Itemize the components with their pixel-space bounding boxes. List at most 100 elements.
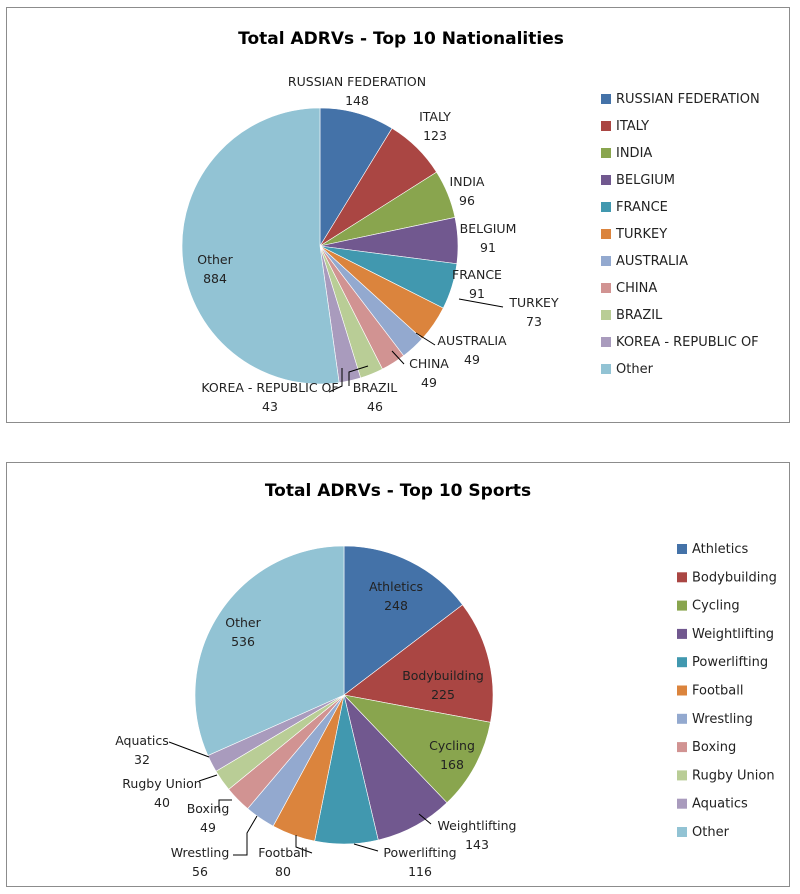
leader-lines <box>328 298 504 393</box>
data-label-india: INDIA 96 <box>450 174 485 208</box>
legend-item-other: Other <box>601 362 654 377</box>
data-label-korea-republic-of: KOREA - REPUBLIC OF 43 <box>201 380 338 414</box>
chart-title: Total ADRVs - Top 10 Sports <box>265 481 531 501</box>
legend-swatch <box>601 148 611 158</box>
legend-label: Powerlifting <box>692 655 768 670</box>
data-label-powerlifting: Powerlifting 116 <box>383 845 456 879</box>
legend-label: Wrestling <box>692 712 753 727</box>
legend-swatch <box>601 364 611 374</box>
legend-label: Other <box>692 825 730 840</box>
sports-chart-panel: Total ADRVs - Top 10 Sports Athletics 248… <box>6 462 790 887</box>
legend-label: ITALY <box>616 119 649 134</box>
legend-swatch <box>677 770 687 781</box>
data-label-italy: ITALY 123 <box>419 109 451 143</box>
legend-swatch <box>677 628 687 639</box>
legend-swatch <box>601 175 611 185</box>
legend-item-weightlifting: Weightlifting <box>677 627 774 642</box>
data-label-cycling: Cycling 168 <box>429 738 475 772</box>
leader-line-powerlifting <box>353 843 379 852</box>
legend-swatch <box>677 600 687 611</box>
data-label-rugby-union: Rugby Union 40 <box>122 776 201 810</box>
slice-bodybuilding <box>343 604 494 723</box>
legend-item-aquatics: Aquatics <box>677 797 748 812</box>
legend-item-france: FRANCE <box>601 200 668 215</box>
legend: Athletics Bodybuilding Cycling Weightliftin… <box>677 542 777 840</box>
legend-swatch <box>677 685 687 696</box>
legend-swatch <box>601 121 611 131</box>
pie-slices <box>194 545 494 845</box>
legend-item-athletics: Athletics <box>677 542 748 557</box>
slice-athletics <box>343 545 464 696</box>
slice-cycling <box>343 694 491 804</box>
legend-label: Bodybuilding <box>692 570 777 585</box>
pie-slices <box>181 107 459 385</box>
leader-line-turkey <box>458 298 504 308</box>
legend-swatch <box>601 256 611 266</box>
legend-label: BELGIUM <box>616 173 675 188</box>
legend-swatch <box>677 572 687 583</box>
legend-label: FRANCE <box>616 200 668 215</box>
leader-line-korea-republic-of <box>328 368 343 393</box>
legend-swatch <box>677 742 687 753</box>
legend-item-korea-republic-of: KOREA - REPUBLIC OF <box>601 335 759 350</box>
data-label-russian-federation: RUSSIAN FEDERATION 148 <box>288 74 426 108</box>
data-label-football: Football 80 <box>258 845 307 879</box>
legend-item-brazil: BRAZIL <box>601 308 663 323</box>
legend-swatch <box>601 202 611 212</box>
legend-swatch <box>601 337 611 347</box>
leader-line-football <box>295 835 313 854</box>
leader-line-australia <box>415 332 436 346</box>
legend-item-bodybuilding: Bodybuilding <box>677 570 777 585</box>
legend-label: Rugby Union <box>692 768 775 783</box>
legend-item-boxing: Boxing <box>677 740 736 755</box>
legend-item-other: Other <box>677 825 730 840</box>
leader-line-brazil <box>348 365 369 386</box>
leader-lines <box>168 741 432 856</box>
nationalities-chart-panel: Total ADRVs - Top 10 Nationalities RUSSI… <box>6 7 790 423</box>
data-label-wrestling: Wrestling 56 <box>171 845 230 879</box>
legend-item-turkey: TURKEY <box>601 227 667 242</box>
legend-item-india: INDIA <box>601 146 652 161</box>
data-label-weightlifting: Weightlifting 143 <box>438 818 517 852</box>
leader-line-boxing <box>218 799 232 811</box>
legend: RUSSIAN FEDERATION ITALY INDIA BELGIUM FRANC… <box>601 92 760 377</box>
legend-swatch <box>677 827 687 837</box>
data-label-aquatics: Aquatics 32 <box>115 733 169 767</box>
data-label-turkey: TURKEY 73 <box>508 295 559 329</box>
legend-label: RUSSIAN FEDERATION <box>616 92 760 107</box>
data-label-other: Other 884 <box>197 252 233 286</box>
legend-label: Aquatics <box>692 797 748 812</box>
leader-line-rugby-union <box>198 774 218 782</box>
data-label-boxing: Boxing 49 <box>187 801 230 835</box>
slice-other <box>194 545 345 756</box>
slice-other <box>181 107 340 385</box>
legend-item-italy: ITALY <box>601 119 649 134</box>
legend-swatch <box>677 544 687 554</box>
data-label-athletics: Athletics 248 <box>369 579 423 613</box>
legend-label: Cycling <box>692 599 740 614</box>
legend-item-football: Football <box>677 684 743 699</box>
legend-label: TURKEY <box>615 227 667 242</box>
leader-line-aquatics <box>168 741 210 758</box>
legend-swatch <box>677 713 687 724</box>
data-label-france: FRANCE 91 <box>452 267 502 301</box>
legend-label: INDIA <box>616 146 652 161</box>
legend-label: BRAZIL <box>616 308 663 323</box>
legend-swatch <box>601 283 611 293</box>
legend-swatch <box>677 798 687 809</box>
nationalities-pie-chart: Total ADRVs - Top 10 Nationalities RUSSI… <box>181 29 760 414</box>
legend-label: Boxing <box>692 740 736 755</box>
data-labels: Athletics 248 Bodybuilding 225 Cycling 168 Wei… <box>115 579 516 879</box>
sports-pie-chart: Total ADRVs - Top 10 Sports Athletics 248… <box>115 481 777 879</box>
data-label-belgium: BELGIUM 91 <box>460 221 517 255</box>
chart-title: Total ADRVs - Top 10 Nationalities <box>238 29 564 49</box>
leader-line-weightlifting <box>418 813 432 825</box>
legend-item-wrestling: Wrestling <box>677 712 753 727</box>
legend-swatch <box>601 310 611 320</box>
legend-item-russian-federation: RUSSIAN FEDERATION <box>601 92 760 107</box>
legend-label: AUSTRALIA <box>616 254 688 269</box>
legend-label: CHINA <box>616 281 657 296</box>
data-label-other: Other 536 <box>225 615 261 649</box>
leader-line-wrestling <box>233 815 258 856</box>
